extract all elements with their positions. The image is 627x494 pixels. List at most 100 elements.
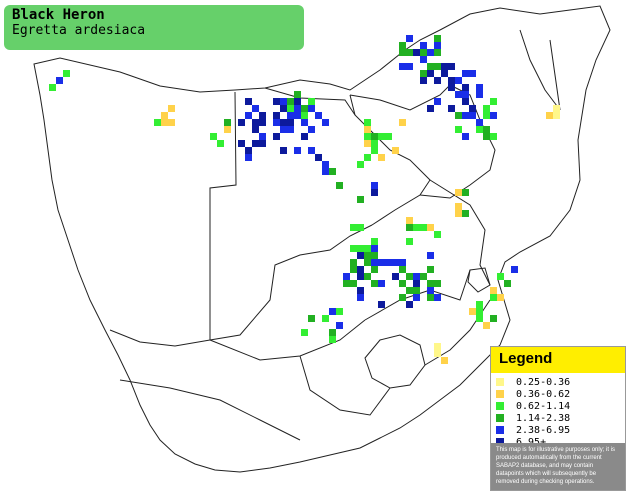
occurrence-cell [378,301,385,308]
occurrence-cell [420,49,427,56]
occurrence-cell [455,112,462,119]
occurrence-cell [441,70,448,77]
occurrence-cell [462,210,469,217]
occurrence-cell [280,105,287,112]
occurrence-cell [357,273,364,280]
occurrence-cell [259,140,266,147]
occurrence-cell [441,357,448,364]
legend-item: 6.95+ [496,436,625,448]
occurrence-cell [427,287,434,294]
species-scientific-name: Egretta ardesiaca [12,23,146,38]
occurrence-cell [427,252,434,259]
occurrence-cell [308,98,315,105]
occurrence-cell [371,182,378,189]
occurrence-cell [322,315,329,322]
occurrence-cell [434,98,441,105]
occurrence-cell [427,105,434,112]
occurrence-cell [413,273,420,280]
occurrence-cell [455,189,462,196]
occurrence-cell [399,266,406,273]
occurrence-cell [406,217,413,224]
occurrence-cell [294,105,301,112]
occurrence-cell [294,147,301,154]
occurrence-cell [385,133,392,140]
occurrence-cell [462,98,469,105]
occurrence-cell [448,63,455,70]
occurrence-cell [336,308,343,315]
occurrence-cell [434,35,441,42]
legend-item: 2.38-6.95 [496,424,625,436]
occurrence-cell [273,98,280,105]
occurrence-cell [392,147,399,154]
legend-item: 0.25-0.36 [496,376,625,388]
occurrence-cell [357,287,364,294]
legend-label: 0.62-1.14 [516,400,571,412]
occurrence-cell [224,119,231,126]
occurrence-cell [483,133,490,140]
occurrence-cell [434,294,441,301]
occurrence-cell [483,322,490,329]
occurrence-cell [476,119,483,126]
occurrence-cell [364,133,371,140]
occurrence-cell [434,343,441,350]
occurrence-cell [154,119,161,126]
occurrence-cell [252,105,259,112]
occurrence-cell [448,84,455,91]
occurrence-cell [301,112,308,119]
occurrence-cell [252,140,259,147]
occurrence-cell [364,273,371,280]
occurrence-cell [434,77,441,84]
occurrence-cell [336,322,343,329]
legend-list: 0.25-0.36 0.36-0.62 0.62-1.14 1.14-2.38 2.38… [491,373,625,448]
occurrence-cell [161,112,168,119]
occurrence-cell [315,154,322,161]
occurrence-cell [385,259,392,266]
occurrence-cell [392,273,399,280]
occurrence-cell [399,119,406,126]
occurrence-cell [343,280,350,287]
occurrence-cell [546,112,553,119]
occurrence-cell [371,245,378,252]
occurrence-cell [371,266,378,273]
occurrence-cell [434,231,441,238]
occurrence-cell [280,119,287,126]
occurrence-cell [413,49,420,56]
occurrence-cell [420,70,427,77]
occurrence-cell [371,147,378,154]
occurrence-cell [399,259,406,266]
occurrence-cell [56,77,63,84]
occurrence-cell [210,133,217,140]
occurrence-cell [336,182,343,189]
occurrence-cell [329,329,336,336]
legend-swatch [496,390,504,398]
occurrence-cell [476,126,483,133]
legend-item: 0.36-0.62 [496,388,625,400]
occurrence-cell [448,105,455,112]
occurrence-cell [308,147,315,154]
occurrence-cell [448,77,455,84]
occurrence-cell [301,119,308,126]
occurrence-cell [357,196,364,203]
occurrence-cell [308,126,315,133]
occurrence-cell [357,224,364,231]
occurrence-cell [399,42,406,49]
occurrence-cell [259,112,266,119]
occurrence-cell [378,280,385,287]
occurrence-cell [364,119,371,126]
legend-item: 0.62-1.14 [496,400,625,412]
legend-swatch [496,378,504,386]
occurrence-cell [504,280,511,287]
occurrence-cell [329,336,336,343]
occurrence-cell [259,133,266,140]
occurrence-cell [371,238,378,245]
occurrence-cell [357,266,364,273]
occurrence-cell [294,91,301,98]
occurrence-cell [273,112,280,119]
occurrence-cell [371,133,378,140]
occurrence-cell [476,84,483,91]
occurrence-cell [553,105,560,112]
legend-swatch [496,414,504,422]
legend-label: 1.14-2.38 [516,412,571,424]
occurrence-cell [490,294,497,301]
occurrence-cell [462,84,469,91]
